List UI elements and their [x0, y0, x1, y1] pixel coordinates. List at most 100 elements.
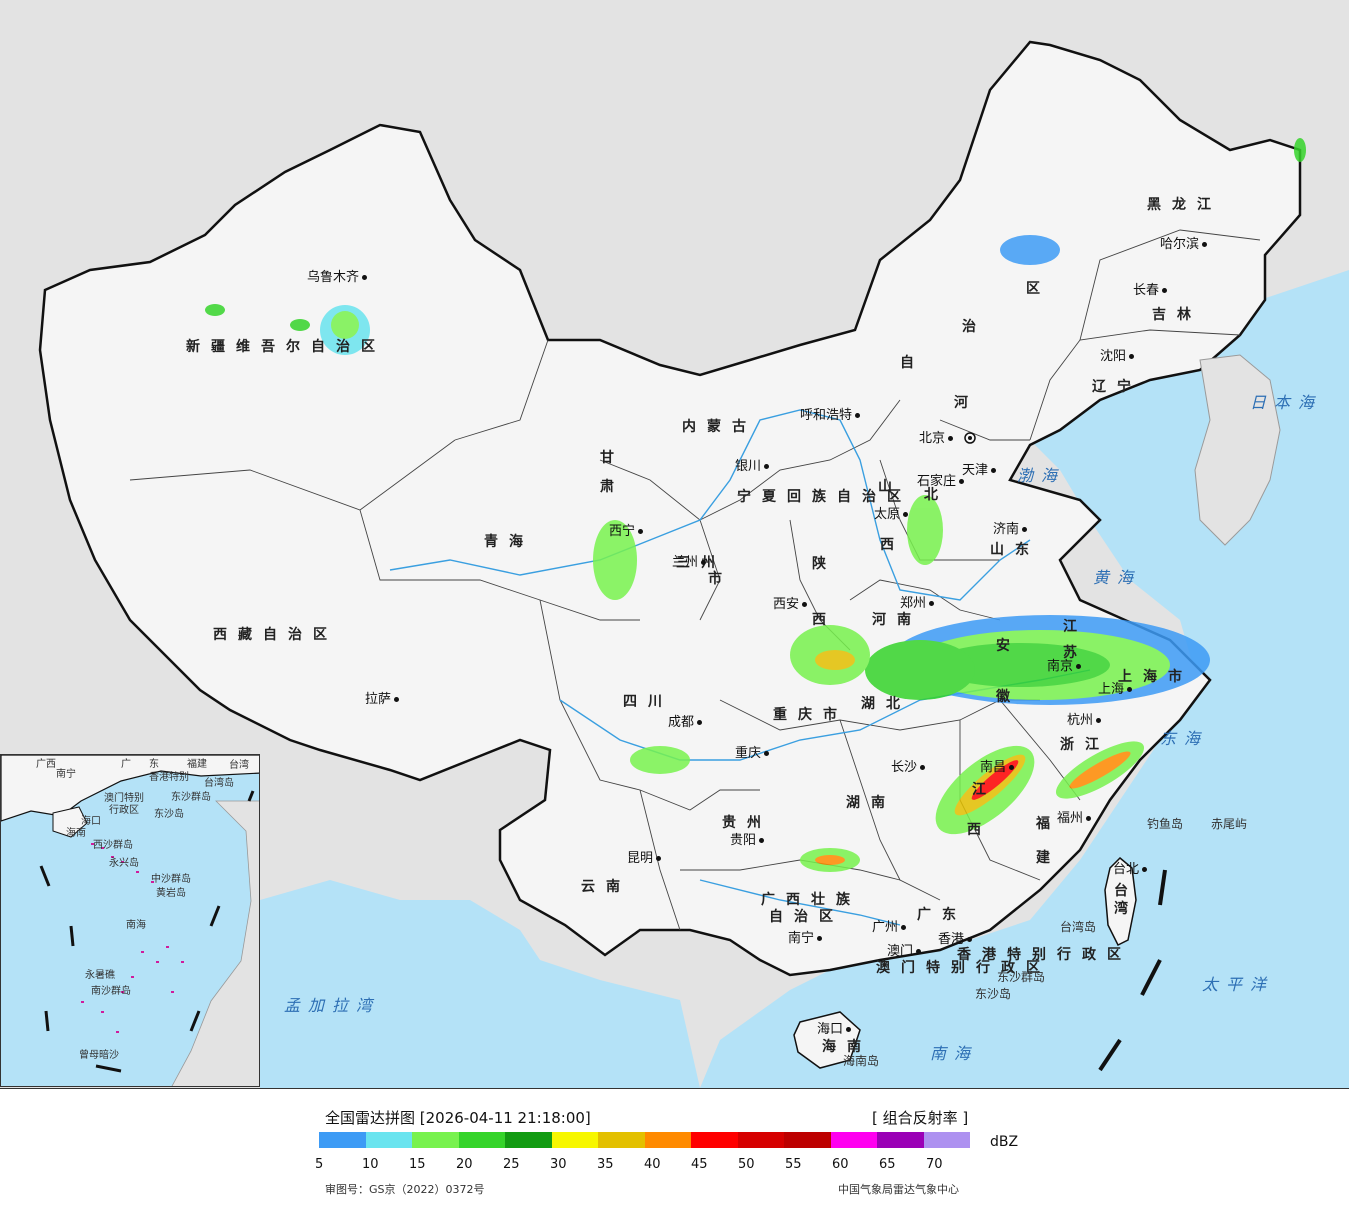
province-label: 苏	[1063, 646, 1088, 660]
province-label-text: 北	[924, 487, 949, 503]
province-label-text: 海南	[822, 1039, 872, 1055]
province-label: 肃	[600, 480, 625, 494]
province-label-text: 区	[1026, 281, 1051, 297]
province-label-text: 上海市	[1118, 669, 1193, 685]
east-sea-area	[700, 270, 1349, 1088]
province-label-text: 安	[996, 638, 1021, 654]
city-label: 长沙	[891, 761, 928, 774]
province-label: 陕	[812, 557, 837, 571]
sea-label-text: 南海	[930, 1044, 979, 1063]
inset-label: 海南	[66, 828, 86, 839]
city-label: 台北	[1113, 863, 1150, 876]
color-swatch	[830, 1132, 877, 1148]
south-china-sea-inset[interactable]: 广西 广 东 福建 台湾 南宁 香港特别 台湾岛 澳门特别 东沙群岛 行政区 东沙岛 海口 海南 西沙群岛永…	[0, 754, 260, 1087]
province-label-text: 福	[1036, 816, 1061, 832]
province-label: 自	[900, 356, 925, 370]
island-label-text: 东沙群岛	[997, 970, 1046, 984]
city-dot-icon	[1142, 867, 1148, 872]
province-label-text: 江	[972, 782, 997, 798]
province-label: 辽宁	[1092, 380, 1142, 394]
radar-map[interactable]: 新疆维吾尔自治区 西藏自治区 青海甘肃四川 云南 贵州 广西壮族 自治区 广东 湖南 湖北 河南陕西…	[0, 0, 1349, 1088]
sea-label-text: 东海	[1160, 729, 1209, 748]
korea-land	[1194, 354, 1281, 546]
province-label: 甘	[600, 451, 625, 465]
inset-label: 黄岩岛	[156, 888, 186, 899]
city-label-text: 香港	[938, 932, 965, 947]
city-label: 乌鲁木齐	[307, 271, 370, 284]
province-label-text: 澳门特别行政区	[876, 960, 1051, 976]
city-label-text: 成都	[668, 715, 695, 730]
scale-tick-label: 45	[691, 1157, 708, 1172]
province-label: 湾	[1114, 902, 1139, 916]
island-label: 钓鱼岛	[1147, 818, 1183, 830]
province-label-text: 建	[1036, 850, 1061, 866]
province-label-text: 青海	[484, 534, 534, 550]
province-label: 广东	[917, 908, 967, 922]
inset-label: 广西	[36, 759, 56, 770]
city-label-text: 澳门	[887, 944, 914, 959]
city-label: 成都	[668, 716, 705, 729]
inset-label: 福建	[187, 759, 207, 770]
scale-tick-label: 5	[315, 1157, 324, 1172]
city-label: 贵阳	[730, 834, 767, 847]
city-label: 西安	[773, 598, 810, 611]
city-label-text: 南京	[1047, 659, 1074, 674]
hainan-island	[793, 1011, 861, 1069]
province-boundaries	[129, 229, 1261, 931]
data-source: 中国气象局雷达气象中心	[838, 1183, 959, 1196]
city-dot-icon	[948, 436, 954, 441]
island-label: 东沙群岛	[997, 971, 1045, 983]
province-label-text: 云南	[581, 879, 631, 895]
city-label-text: 乌鲁木齐	[307, 270, 360, 285]
province-label: 四川	[623, 695, 673, 709]
province-label-text: 黑龙江	[1147, 197, 1222, 213]
province-label-text: 陕	[812, 556, 837, 572]
province-label: 新疆维吾尔自治区	[186, 340, 386, 354]
legend-panel: 全国雷达拼图 [2026-04-11 21:18:00] [ 组合反射率 ] d…	[0, 1088, 1349, 1209]
scale-tick-label: 65	[879, 1157, 896, 1172]
province-label-text: 自	[900, 355, 925, 371]
city-label-text: 贵阳	[730, 833, 757, 848]
inset-label: 香港特别	[149, 772, 189, 783]
province-label: 澳门特别行政区	[876, 961, 1051, 975]
sea-label: 孟加拉湾	[284, 998, 380, 1014]
province-label: 香港特别行政区	[957, 948, 1132, 962]
province-label-text: 自治区	[769, 909, 844, 925]
scale-tick-label: 40	[644, 1157, 661, 1172]
province-label: 建	[1036, 851, 1061, 865]
province-label: 上海市	[1118, 670, 1193, 684]
inset-canvas	[1, 755, 259, 1086]
sea-label-text: 孟加拉湾	[284, 996, 381, 1015]
inset-label: 行政区	[109, 805, 139, 816]
sea-label-text: 太平洋	[1202, 975, 1275, 994]
province-label: 山	[878, 480, 903, 494]
city-dot-icon	[362, 275, 368, 280]
province-label: 西	[880, 538, 905, 552]
inset-label: 永兴岛	[109, 858, 139, 869]
color-swatch	[877, 1132, 924, 1148]
city-label-text: 济南	[993, 522, 1020, 537]
province-label-text: 湾	[1114, 901, 1139, 917]
legend-title: 全国雷达拼图 [2026-04-11 21:18:00]	[325, 1109, 591, 1127]
city-label: 上海	[1098, 683, 1135, 696]
province-label: 安	[996, 639, 1021, 653]
province-label-text: 西藏自治区	[213, 627, 338, 643]
province-label: 湖北	[861, 697, 911, 711]
province-label-text: 四川	[623, 694, 673, 710]
color-swatch	[458, 1132, 505, 1148]
city-label-text: 杭州	[1067, 713, 1094, 728]
city-label-text: 长春	[1133, 283, 1160, 298]
province-label-text: 吉林	[1152, 307, 1202, 323]
province-label-text: 西	[967, 822, 992, 838]
province-label-text: 肃	[600, 479, 625, 495]
city-label-text: 哈尔滨	[1160, 237, 1200, 252]
province-label-text: 山	[878, 479, 903, 495]
city-label-text: 南昌	[980, 760, 1007, 775]
city-dot-icon	[1076, 664, 1082, 669]
province-label: 西藏自治区	[213, 628, 338, 642]
province-label: 江	[1063, 620, 1088, 634]
city-dot-icon	[394, 697, 400, 702]
province-label-text: 台	[1114, 883, 1139, 899]
sea-label-text: 日本海	[1250, 393, 1323, 412]
sea-label: 太平洋	[1202, 977, 1274, 993]
